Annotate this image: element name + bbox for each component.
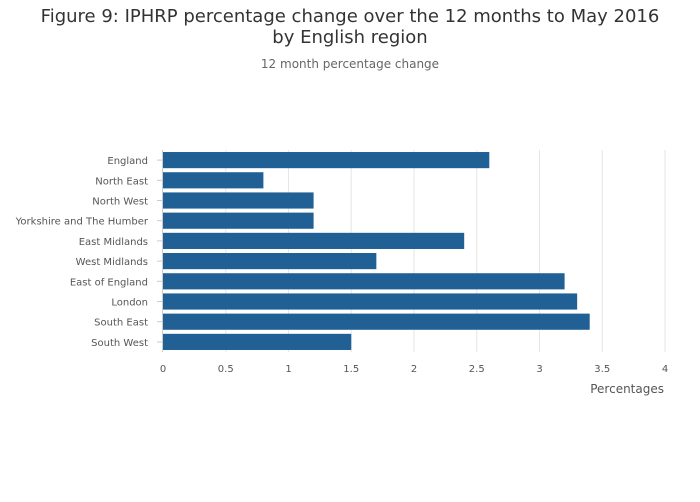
bar[interactable] xyxy=(163,212,314,229)
x-tick-label: 1 xyxy=(285,364,291,375)
bar[interactable] xyxy=(163,253,377,270)
bar[interactable] xyxy=(163,172,264,189)
category-label: North East xyxy=(95,176,148,187)
chart-title: Figure 9: IPHRP percentage change over t… xyxy=(40,6,660,48)
category-label: North West xyxy=(92,197,148,208)
x-tick-label: 2.5 xyxy=(469,364,485,375)
x-tick-label: 0.5 xyxy=(218,364,234,375)
category-label: Yorkshire and The Humber xyxy=(15,217,149,228)
bars xyxy=(163,152,590,350)
category-label: West Midlands xyxy=(76,257,148,268)
x-tick-label: 4 xyxy=(662,364,668,375)
x-tick-label: 2 xyxy=(411,364,417,375)
bar[interactable] xyxy=(163,293,578,310)
bar[interactable] xyxy=(163,192,314,209)
category-label: London xyxy=(111,298,148,309)
x-tick-label: 0 xyxy=(160,364,166,375)
x-tick-label: 3.5 xyxy=(594,364,610,375)
category-label: England xyxy=(107,156,148,167)
x-tick-label: 1.5 xyxy=(343,364,359,375)
category-label: East Midlands xyxy=(79,237,148,248)
x-axis-label: Percentages xyxy=(590,382,664,396)
bar[interactable] xyxy=(163,313,590,330)
category-label: South West xyxy=(91,338,148,349)
category-label: East of England xyxy=(70,277,148,288)
bar[interactable] xyxy=(163,232,465,249)
category-label: South East xyxy=(94,318,148,329)
bar[interactable] xyxy=(163,273,565,290)
chart-subtitle: 12 month percentage change xyxy=(260,57,440,71)
category-labels: England North East North West Yorkshire and… xyxy=(15,156,162,349)
bar[interactable] xyxy=(163,333,352,350)
x-tick-labels: 0 0.5 1 1.5 2 2.5 3 3.5 4 xyxy=(160,364,668,375)
bar[interactable] xyxy=(163,152,490,169)
x-tick-label: 3 xyxy=(536,364,542,375)
